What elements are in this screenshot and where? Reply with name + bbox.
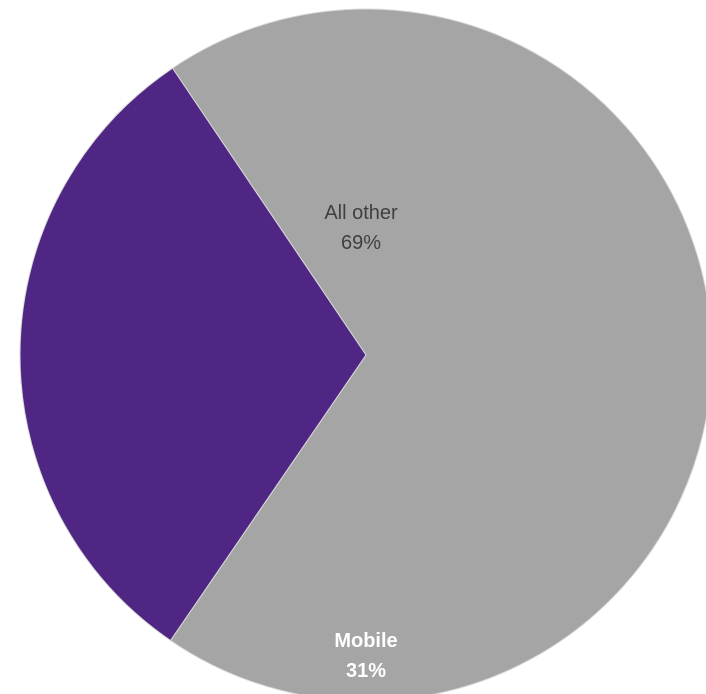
slice-value-mobile: 31%: [346, 660, 386, 682]
pie-slice-mobile: [19, 67, 367, 642]
slice-label-all-other: All other: [324, 202, 398, 224]
pie-slice-all-other: [169, 8, 706, 694]
slice-value-all-other: 69%: [341, 232, 381, 254]
pie-labels: All other 69% Mobile 31%: [324, 202, 398, 682]
slice-label-mobile: Mobile: [334, 630, 397, 652]
pie-slices: [19, 8, 706, 694]
